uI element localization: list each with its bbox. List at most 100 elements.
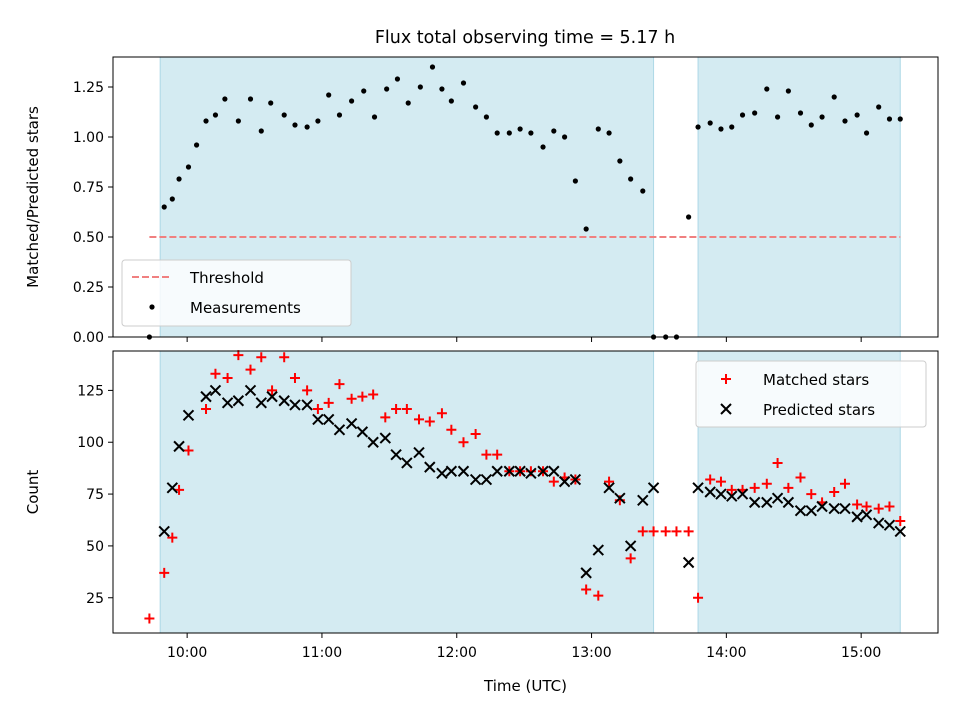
measurement-point <box>886 116 893 122</box>
measurement-point <box>405 100 411 106</box>
measurement-point <box>583 226 589 232</box>
predicted-point <box>244 384 257 397</box>
matched-point <box>436 408 447 419</box>
predicted-point <box>748 496 761 509</box>
matched-point <box>829 487 840 497</box>
observing-span <box>697 56 901 338</box>
measurement-point <box>222 96 228 102</box>
matched-point <box>323 397 334 408</box>
measurement-point <box>506 130 512 136</box>
measurement-point <box>460 80 467 86</box>
predicted-point <box>367 436 379 448</box>
measurement-point <box>764 86 770 92</box>
predicted-point <box>872 517 885 529</box>
observing-span <box>159 350 655 634</box>
predicted-point <box>592 544 605 556</box>
matched-point <box>414 414 425 425</box>
predicted-point <box>828 502 840 515</box>
matched-point <box>201 404 212 415</box>
measurement-point <box>739 112 746 118</box>
measurement-point <box>528 130 534 136</box>
measurement-point <box>729 124 735 130</box>
predicted-point <box>624 540 637 552</box>
predicted-point <box>525 467 537 480</box>
measurement-point <box>429 64 436 70</box>
measurement-point <box>473 104 479 110</box>
y-tick-label: 50 <box>86 539 104 555</box>
measurement-point <box>819 114 825 120</box>
predicted-point <box>839 502 851 515</box>
measurement-point <box>349 98 355 104</box>
predicted-point <box>158 525 170 538</box>
legend-box <box>695 360 927 428</box>
measurement-point <box>831 94 837 100</box>
y-tick-label: 75 <box>86 487 104 503</box>
measurement-point <box>551 128 557 134</box>
legend-threshold-label: Threshold <box>189 269 264 287</box>
matched-point <box>726 484 737 495</box>
predicted-point <box>771 492 784 504</box>
legend: Matched stars Predicted stars <box>695 360 927 428</box>
matched-point <box>334 379 345 390</box>
predicted-point <box>805 504 817 517</box>
measurement-point <box>304 124 310 130</box>
predicted-point <box>491 465 503 477</box>
measurement-point <box>394 76 401 82</box>
measurement-point <box>315 118 321 124</box>
matched-point <box>183 445 194 456</box>
predicted-point <box>480 473 493 486</box>
matched-point <box>593 590 604 601</box>
predicted-point <box>424 461 436 473</box>
measurement-point <box>336 112 343 118</box>
predicted-point <box>166 482 179 494</box>
measurement-point <box>808 122 814 128</box>
matched-point <box>481 449 492 460</box>
matched-point <box>705 474 716 485</box>
predicted-point <box>173 440 185 453</box>
matched-point <box>806 489 817 500</box>
matched-point <box>895 516 906 527</box>
predicted-point <box>537 465 549 477</box>
matched-point <box>772 457 783 468</box>
measurement-point <box>628 176 634 182</box>
matched-point <box>548 476 559 487</box>
measurement-point <box>595 126 601 132</box>
predicted-point <box>715 488 727 500</box>
measurement-point <box>617 158 623 164</box>
x-tick-label: 12:00 <box>437 645 477 661</box>
predicted-point <box>704 486 716 498</box>
matched-point <box>861 501 872 512</box>
predicted-point <box>401 457 413 469</box>
measurement-point <box>774 114 781 120</box>
measurement-point <box>606 130 612 136</box>
predicted-point <box>726 490 738 502</box>
measurement-point <box>439 86 445 92</box>
y-tick-label: 1.00 <box>73 130 104 146</box>
matched-point <box>873 503 884 514</box>
y-tick-label: 125 <box>77 383 104 399</box>
measurement-point <box>854 112 860 118</box>
measurement-point <box>292 122 298 128</box>
measurement-point <box>842 118 848 124</box>
predicted-point <box>469 473 482 486</box>
measurement-point <box>752 110 758 116</box>
predicted-point <box>692 482 704 494</box>
matched-point <box>222 372 233 383</box>
predicted-point <box>278 395 290 407</box>
predicted-point <box>221 397 234 409</box>
y-tick-label: 100 <box>77 435 104 451</box>
plot-frame <box>112 56 939 338</box>
measurement-point <box>203 118 209 124</box>
predicted-point <box>894 525 906 538</box>
measurement-point <box>897 116 903 122</box>
measurement-point <box>161 204 167 210</box>
predicted-point <box>301 399 313 411</box>
predicted-point <box>345 417 358 430</box>
predicted-point <box>548 465 560 477</box>
predicted-point <box>558 475 571 488</box>
matched-point <box>749 482 760 493</box>
matched-point <box>884 501 895 512</box>
predicted-point <box>182 409 195 421</box>
measurement-point <box>797 110 804 116</box>
